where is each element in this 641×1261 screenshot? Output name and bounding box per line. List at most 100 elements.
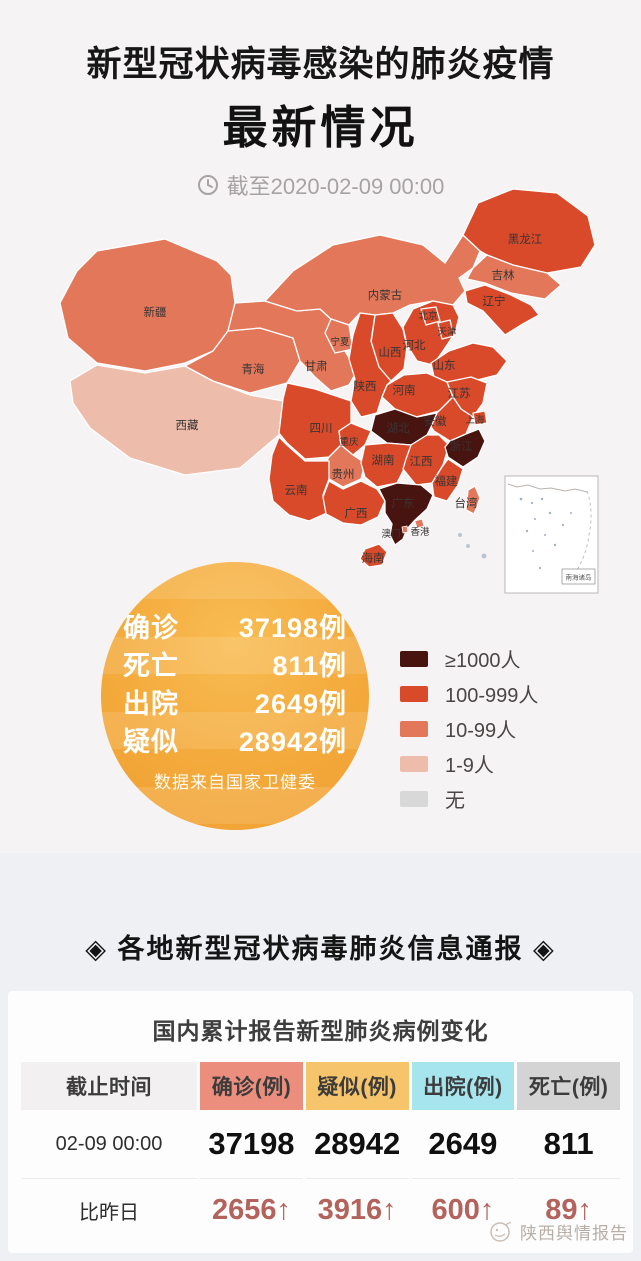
province-label-gansu: 甘肃 [305, 360, 328, 373]
stat-label: 确诊 [123, 612, 179, 643]
inset-label: 南海诸岛 [566, 573, 592, 582]
stat-row-deaths: 死亡 811例 [123, 644, 347, 682]
watermark: 陕西舆情报告 [486, 1217, 628, 1245]
province-label-chongqing: 重庆 [339, 436, 359, 448]
col-header-confirmed: 确诊(例) [200, 1062, 303, 1110]
col-header-suspected: 疑似(例) [305, 1062, 409, 1110]
cell-suspected-delta: 3916↑ [305, 1178, 409, 1241]
province-label-shandong: 山东 [433, 359, 456, 372]
province-label-guangdong: 广东 [392, 497, 415, 510]
province-label-shaanxi: 陕西 [354, 379, 377, 393]
col-header-discharged: 出院(例) [411, 1062, 515, 1110]
cell-confirmed-total: 37198 [208, 1126, 295, 1161]
table-row-totals: 02-09 00:00 37198 28942 2649 811 [21, 1110, 620, 1178]
province-zhejiang [444, 428, 486, 468]
province-labels: 新疆 西藏 青海 甘肃 宁夏 内蒙古 黑龙江 吉林 辽宁 河北 北京 天津 山西… [144, 233, 543, 565]
province-label-hebei: 河北 [403, 339, 426, 352]
watermark-text: 陕西舆情报告 [520, 1223, 628, 1243]
province-label-beijing: 北京 [418, 310, 437, 322]
table-row-delta: 比昨日 2656↑ 3916↑ 600↑ 89↑ [21, 1178, 620, 1241]
stat-value: 28942例 [238, 726, 347, 757]
cell-confirmed-delta: 2656↑ [200, 1178, 303, 1241]
province-hongkong [414, 518, 425, 529]
legend-label: 无 [445, 790, 465, 812]
province-guangdong [378, 482, 434, 546]
stat-value: 811例 [272, 650, 347, 681]
province-label-hunan: 湖南 [372, 453, 395, 467]
province-label-hubei: 湖北 [387, 421, 410, 435]
province-beijing [420, 306, 441, 326]
province-label-jiangxi: 江西 [410, 455, 433, 468]
cell-suspected-total: 28942 [314, 1126, 401, 1161]
province-shanghai [472, 410, 488, 426]
as-of-text: 截至2020-02-09 00:00 [226, 174, 445, 199]
province-label-shanghai: 上海 [465, 414, 485, 426]
col-header-time: 截止时间 [21, 1062, 198, 1110]
stat-row-confirmed: 确诊 37198例 [123, 606, 347, 644]
legend-swatch [400, 650, 428, 667]
legend-item: 无 [400, 781, 538, 816]
legend-label: 1-9人 [445, 755, 494, 777]
province-label-ningxia: 宁夏 [330, 336, 350, 348]
province-label-hongkong: 香港 [410, 526, 430, 538]
col-header-deaths: 死亡(例) [517, 1062, 620, 1110]
province-label-liaoning: 辽宁 [483, 294, 506, 308]
province-hainan [359, 543, 388, 568]
province-shaanxi [348, 312, 392, 418]
province-label-sichuan: 四川 [310, 422, 333, 435]
table-card: 国内累计报告新型肺炎病例变化 截止时间 确诊(例) 疑似(例) 出院(例) 死亡… [8, 991, 633, 1253]
cell-discharged-total: 2649 [428, 1126, 498, 1161]
province-label-neimenggu: 内蒙古 [368, 288, 403, 302]
as-of-line: 截至2020-02-09 00:00 [0, 169, 641, 201]
cell-delta-label: 比昨日 [21, 1178, 198, 1241]
legend-label: 10-99人 [445, 720, 517, 742]
stat-row-suspected: 疑似 28942例 [123, 720, 347, 758]
watermark-logo-icon [490, 1222, 512, 1242]
province-label-guangxi: 广西 [345, 507, 368, 520]
province-macau [401, 525, 409, 534]
province-label-qinghai: 青海 [242, 362, 265, 376]
province-label-jiangsu: 江苏 [448, 387, 471, 400]
legend-swatch [400, 755, 428, 772]
stat-value: 2649例 [254, 688, 347, 719]
stat-label: 出院 [123, 688, 179, 719]
province-label-fujian: 福建 [435, 474, 458, 488]
legend-swatch [400, 790, 428, 807]
page-title: 新型冠状病毒感染的肺炎疫情 [86, 45, 555, 84]
province-heilongjiang [462, 188, 596, 274]
province-label-yunnan: 云南 [285, 483, 308, 497]
province-label-hainan: 海南 [362, 551, 385, 565]
province-label-xizang: 西藏 [176, 419, 199, 432]
legend-item: ≥1000人 [400, 641, 538, 676]
report-section: ◈ 各地新型冠状病毒肺炎信息通报 ◈ 国内累计报告新型肺炎病例变化 截止时间 确… [0, 853, 641, 1261]
clock-icon [197, 175, 218, 195]
province-label-jilin: 吉林 [492, 268, 515, 282]
cell-deaths-total: 811 [543, 1126, 594, 1161]
table-header-row: 截止时间 确诊(例) 疑似(例) 出院(例) 死亡(例) [21, 1062, 620, 1110]
province-label-guizhou: 贵州 [332, 468, 355, 481]
province-label-anhui: 安徽 [424, 414, 447, 428]
province-fujian [431, 458, 464, 502]
legend-item: 100-999人 [400, 676, 538, 711]
province-label-zhejiang: 浙江 [450, 440, 473, 453]
province-taiwan [465, 485, 481, 515]
stat-label: 疑似 [123, 726, 179, 757]
province-label-xinjiang: 新疆 [144, 305, 167, 319]
legend-swatch [400, 720, 428, 737]
province-label-shanxi: 山西 [379, 346, 402, 359]
province-guangxi [322, 480, 386, 526]
legend-item: 10-99人 [400, 711, 538, 746]
stats-bubble: 确诊 37198例 死亡 811例 出院 2649例 疑似 28942例 数据来… [101, 562, 369, 830]
stat-row-discharged: 出院 2649例 [123, 682, 347, 720]
stat-value: 37198例 [238, 612, 347, 643]
province-jilin [466, 254, 562, 300]
page-subtitle: 最新情况 [222, 102, 419, 153]
legend-label: 100-999人 [445, 685, 539, 707]
province-label-henan: 河南 [393, 383, 416, 397]
sea-islets [458, 533, 487, 559]
legend-label: ≥1000人 [445, 650, 521, 672]
map-legend: ≥1000人 100-999人 10-99人 1-9人 无 [400, 641, 538, 816]
legend-item: 1-9人 [400, 746, 538, 781]
cell-discharged-delta: 600↑ [411, 1178, 515, 1241]
cases-table: 截止时间 确诊(例) 疑似(例) 出院(例) 死亡(例) 02-09 00:00… [18, 1062, 623, 1241]
